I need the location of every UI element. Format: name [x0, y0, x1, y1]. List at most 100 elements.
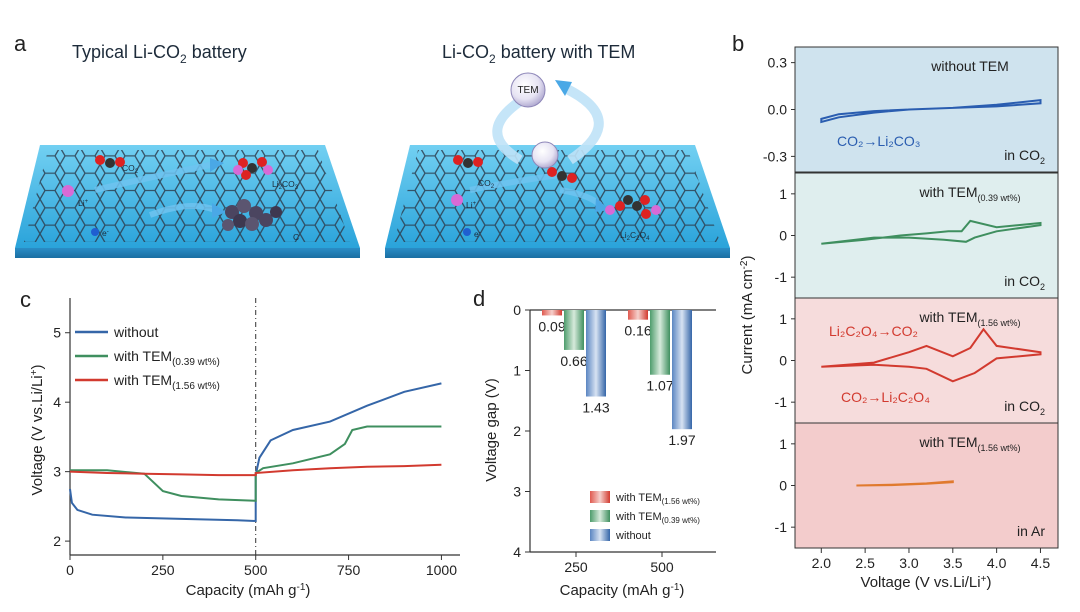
legend-label-without: without	[113, 324, 158, 340]
panel-d-legend: with TEM(1.56 wt%) with TEM(0.39 wt%) wi…	[590, 491, 700, 542]
panel-b-subplot-frame	[794, 422, 1059, 549]
panel-b-cv-curve-0	[820, 98, 1042, 124]
y-tick-label: -1	[775, 394, 788, 410]
panel-d-bar-label: 0.16	[624, 323, 651, 339]
left-li-label: Li+	[78, 198, 89, 208]
legend-swatch-without	[590, 529, 610, 541]
panel-b-env-label: in CO2	[1004, 398, 1045, 417]
y-tick-label: 1	[513, 363, 521, 379]
right-e-label: e-	[474, 229, 481, 239]
panel-c-letter: c	[20, 287, 31, 312]
panel-d-bar-label: 1.43	[582, 400, 609, 416]
panel-d-bar-label: 1.07	[646, 378, 673, 394]
panel-a-right-title: Li-CO2 battery with TEM	[442, 42, 635, 66]
panel-b-subplot-frame	[794, 297, 1059, 424]
panel-b-annotation-bottom: CO₂→Li₂C₂O₄	[841, 389, 930, 405]
carbon-deposit-icon	[222, 199, 282, 231]
y-tick-label: 3	[53, 464, 61, 480]
panel-d-letter: d	[473, 286, 485, 311]
x-tick-label: 250	[151, 562, 175, 578]
right-li-label: Li+	[466, 200, 477, 210]
panel-b-annotation-top: Li₂C₂O₄→CO₂	[829, 323, 918, 339]
panel-d: d 0 1 2 3 4 250 500 0.09 0.16 0.66 1.07 1.43 1.97 Ca…	[473, 286, 716, 599]
y-tick-label: 0	[779, 353, 787, 369]
right-graphene-plate	[385, 145, 730, 258]
co2-molecule-icon	[453, 155, 483, 168]
electron-icon	[463, 228, 471, 236]
legend-swatch-tem-156	[590, 491, 610, 503]
legend-label-tem-156: with TEM(1.56 wt%)	[615, 492, 700, 506]
legend-label-tem-039: with TEM(0.39 wt%)	[615, 511, 700, 525]
panel-d-bar-label: 0.09	[538, 318, 565, 334]
panel-c-plot-area: 0 250 500 750 1000 2 3 4 5	[53, 298, 460, 578]
panel-d-plot-area: 0 1 2 3 4 250 500 0.09 0.16 0.66 1.07 1.43 1.97	[513, 302, 716, 575]
panel-b-env-label: in CO2	[1004, 147, 1045, 166]
left-li-flow-arrow	[148, 203, 217, 218]
y-tick-label: -0.3	[763, 148, 787, 164]
li-ion-icon	[451, 194, 463, 206]
panel-b-subplot-label: without TEM	[930, 58, 1009, 74]
y-tick-label: 0.0	[768, 102, 788, 118]
y-tick-label: 4	[513, 544, 521, 560]
panel-d-xlabel: Capacity (mAh g-1)	[560, 582, 685, 599]
y-tick-label: 5	[53, 325, 61, 341]
panel-d-bar-label: 1.97	[668, 432, 695, 448]
x-tick-label: 250	[564, 559, 588, 575]
panel-d-bar	[650, 310, 670, 375]
x-tick-label: 4.5	[1031, 555, 1051, 571]
li2c2o4-molecule-icon	[605, 195, 661, 219]
x-tick-label: 1000	[426, 562, 457, 578]
y-tick-label: 0	[513, 302, 521, 318]
y-tick-label: 1	[779, 311, 787, 327]
panel-d-bar	[672, 310, 692, 430]
panel-a-letter: a	[14, 31, 27, 56]
panel-b-cv-curve-2	[821, 327, 1042, 383]
panel-d-bar	[628, 310, 648, 320]
arrow-head-icon	[210, 158, 224, 172]
panel-c-series-line-2	[69, 463, 442, 477]
panel-c-series-line-1	[70, 425, 442, 502]
panel-b-ylabel: Current (mA cm-2)	[739, 256, 756, 375]
y-tick-label: 1	[779, 186, 787, 202]
y-tick-label: 4	[53, 394, 61, 410]
tem-label: TEM	[517, 85, 538, 96]
left-c-label: C	[293, 232, 299, 242]
y-tick-label: 1	[779, 436, 787, 452]
panel-a-left-title: Typical Li-CO2 battery	[72, 42, 247, 66]
x-tick-label: 0	[66, 562, 74, 578]
panel-d-bar-label: 0.66	[560, 353, 587, 369]
panel-b-cv-curve-3	[856, 480, 954, 487]
panel-b-letter: b	[732, 31, 744, 56]
panel-d-ylabel: Voltage gap (V)	[483, 378, 500, 481]
panel-b-plot-area: 0.3 0.0 -0.3 without TEM in CO2 CO₂→Li₂CO₃ 1 0 -…	[763, 46, 1059, 571]
panel-c-legend: without with TEM(0.39 wt%) with TEM(1.56…	[75, 324, 220, 392]
y-tick-label: 0.3	[768, 55, 788, 71]
y-tick-label: -1	[775, 269, 788, 285]
panel-d-bar	[586, 310, 606, 397]
panel-b-annotation: CO₂→Li₂CO₃	[837, 133, 920, 149]
tem-cycle-right-arrow	[562, 83, 604, 165]
panel-b-env-label: in Ar	[1017, 523, 1045, 539]
panel-a: a Typical Li-CO2 battery Li-CO2 battery …	[14, 31, 730, 258]
left-graphene-plate	[15, 145, 360, 258]
y-tick-label: -1	[775, 519, 788, 535]
y-tick-label: 0	[779, 228, 787, 244]
panel-d-bar	[542, 310, 562, 316]
y-tick-label: 2	[513, 423, 521, 439]
panel-d-bar	[564, 310, 584, 350]
panel-b-subplot-label: with TEM(0.39 wt%)	[918, 184, 1020, 203]
x-tick-label: 3.0	[899, 555, 919, 571]
legend-label-tem-039: with TEM(0.39 wt%)	[113, 348, 220, 368]
x-tick-label: 750	[337, 562, 361, 578]
right-co2-label: CO2	[478, 178, 495, 190]
x-tick-label: 4.0	[987, 555, 1007, 571]
x-tick-label: 500	[244, 562, 268, 578]
left-e-label: e-	[102, 228, 109, 238]
x-tick-label: 2.0	[812, 555, 832, 571]
panel-c-xlabel: Capacity (mAh g-1)	[186, 582, 311, 599]
left-li2co3-label: Li2CO3	[272, 179, 299, 191]
left-co2-flow-arrow	[94, 162, 211, 193]
li2co3-molecule-icon	[233, 157, 273, 180]
